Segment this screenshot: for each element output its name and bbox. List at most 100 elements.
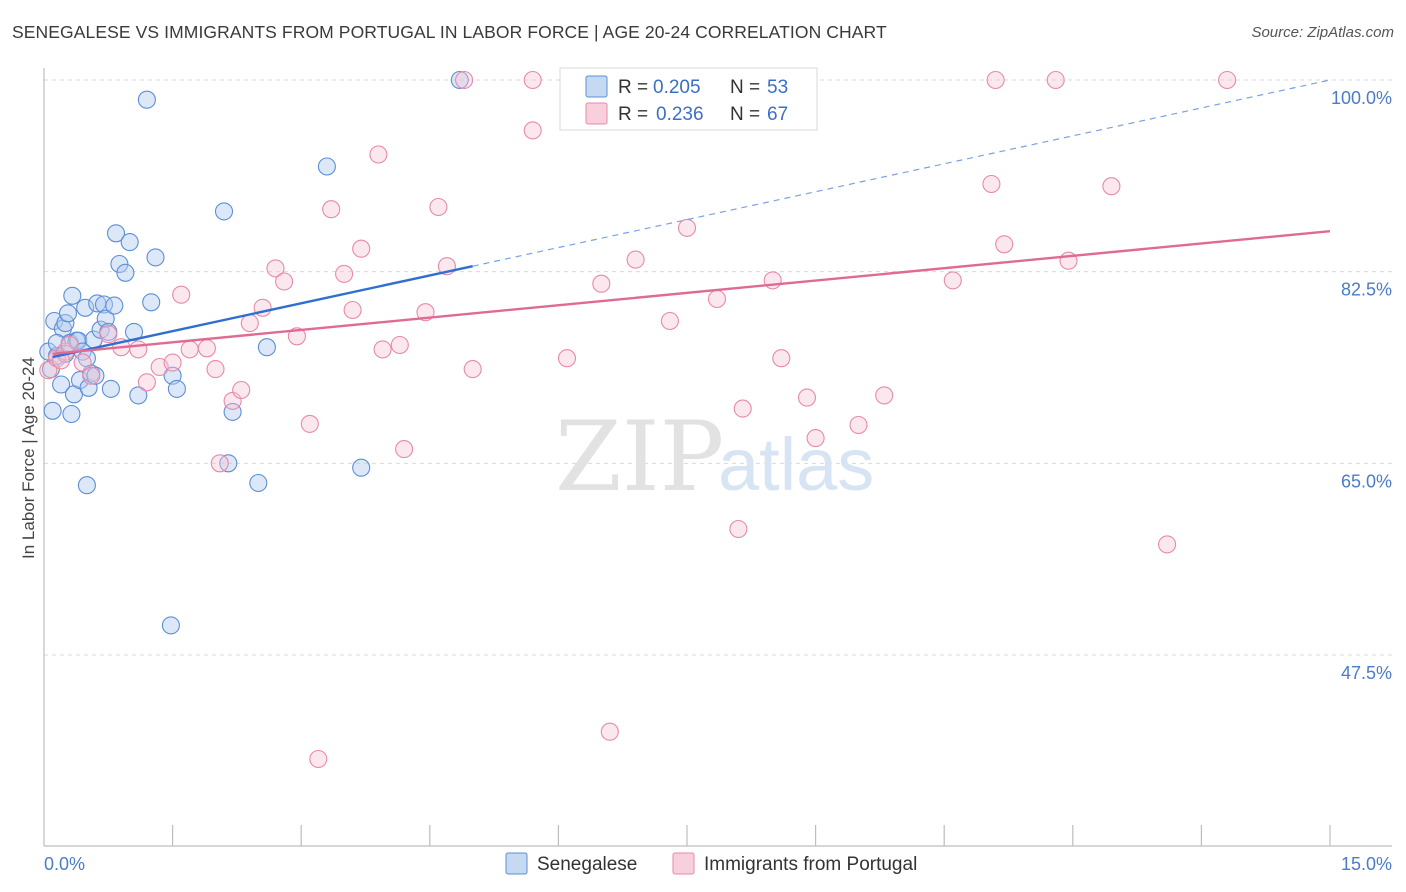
point-portugal (197, 339, 216, 358)
legend-n-label-1: N = (730, 77, 760, 98)
gridlines (44, 79, 1392, 656)
point-portugal (322, 200, 341, 219)
point-senegalese (43, 401, 62, 420)
x-tick-label-max: 15.0% (1341, 854, 1392, 874)
point-portugal (429, 197, 448, 217)
point-portugal (240, 314, 259, 333)
point-portugal (1218, 70, 1237, 90)
point-senegalese (120, 233, 139, 252)
point-portugal (982, 174, 1001, 194)
legend-n-value-1: 53 (767, 77, 788, 98)
source-label: Source: ZipAtlas.com (1251, 24, 1394, 41)
point-senegalese (146, 248, 165, 267)
point-senegalese (161, 616, 180, 635)
point-portugal (797, 388, 817, 407)
point-portugal (600, 722, 619, 741)
point-portugal (729, 519, 748, 539)
point-portugal (523, 70, 542, 90)
data-points (39, 70, 1237, 769)
point-senegalese (142, 293, 161, 312)
point-portugal (287, 327, 306, 346)
y-tick-label: 82.5% (1341, 280, 1392, 300)
legend-r-value-1: 0.205 (653, 77, 701, 98)
point-portugal (395, 440, 414, 459)
y-tick-label: 65.0% (1341, 471, 1392, 491)
point-portugal (806, 429, 825, 448)
bottom-legend-label-senegalese: Senegalese (537, 854, 637, 875)
point-portugal (677, 218, 697, 237)
point-senegalese (105, 296, 124, 315)
point-senegalese (249, 473, 268, 493)
y-tick-label: 47.5% (1341, 663, 1392, 683)
point-portugal (275, 272, 294, 291)
point-senegalese (106, 224, 126, 243)
series-legend: Senegalese Immigrants from Portugal (505, 852, 917, 875)
point-senegalese (101, 379, 120, 398)
legend-swatch-senegalese (585, 75, 608, 98)
point-portugal (369, 145, 388, 164)
y-axis-label: In Labor Force | Age 20-24 (19, 357, 38, 559)
point-portugal (82, 366, 101, 385)
bottom-legend-swatch-portugal (672, 852, 695, 875)
point-portugal (592, 274, 611, 293)
point-portugal (557, 349, 577, 368)
point-portugal (163, 353, 182, 372)
trend-lines (52, 79, 1331, 359)
point-portugal (1046, 70, 1065, 90)
point-portugal (210, 454, 229, 473)
point-portugal (943, 271, 962, 290)
point-senegalese (116, 263, 135, 282)
y-tick-label: 100.0% (1331, 88, 1392, 108)
point-portugal (1102, 177, 1121, 196)
point-portugal (309, 749, 328, 769)
point-senegalese (137, 90, 156, 109)
stats-legend: R = 0.205 N = 53 R = 0.236 N = 67 (559, 67, 818, 131)
point-portugal (455, 70, 474, 90)
point-portugal (129, 340, 148, 359)
trend-senegalese-dashed (472, 79, 1331, 267)
bottom-legend-swatch-senegalese (505, 852, 528, 875)
point-portugal (232, 380, 251, 400)
chart-title: SENEGALESE VS IMMIGRANTS FROM PORTUGAL I… (12, 22, 887, 42)
point-portugal (1158, 535, 1177, 554)
point-portugal (300, 414, 319, 433)
point-senegalese (63, 286, 82, 305)
point-senegalese (450, 70, 469, 90)
point-portugal (137, 373, 156, 392)
x-tick-label-min: 0.0% (44, 854, 85, 874)
trend-senegalese-solid (52, 265, 473, 359)
point-portugal (875, 386, 894, 405)
point-senegalese (86, 366, 105, 385)
point-portugal (206, 360, 225, 379)
point-senegalese (76, 298, 95, 317)
legend-r-value-2: 0.236 (656, 104, 704, 125)
point-senegalese (214, 202, 234, 221)
legend-n-value-2: 67 (767, 104, 788, 125)
legend-r-label-1: R = (618, 77, 648, 98)
point-portugal (707, 289, 727, 309)
legend-r-label-2: R = (618, 104, 648, 125)
watermark-atlas: atlas (718, 423, 874, 506)
point-senegalese (110, 254, 129, 274)
point-senegalese (69, 331, 88, 350)
point-senegalese (77, 476, 96, 495)
point-portugal (995, 235, 1014, 254)
point-portugal (180, 340, 199, 359)
point-senegalese (352, 458, 371, 477)
point-portugal (986, 70, 1005, 90)
point-portugal (73, 353, 92, 372)
point-portugal (172, 285, 191, 304)
point-senegalese (257, 338, 276, 357)
point-portugal (99, 325, 118, 344)
point-portugal (390, 335, 409, 355)
point-portugal (849, 415, 868, 435)
trend-portugal (52, 229, 1331, 356)
point-senegalese (129, 386, 148, 405)
point-portugal (626, 250, 645, 269)
point-portugal (660, 311, 679, 331)
bottom-legend-label-portugal: Immigrants from Portugal (704, 854, 917, 875)
point-portugal (343, 300, 362, 320)
point-senegalese (52, 375, 71, 394)
point-portugal (523, 121, 542, 140)
